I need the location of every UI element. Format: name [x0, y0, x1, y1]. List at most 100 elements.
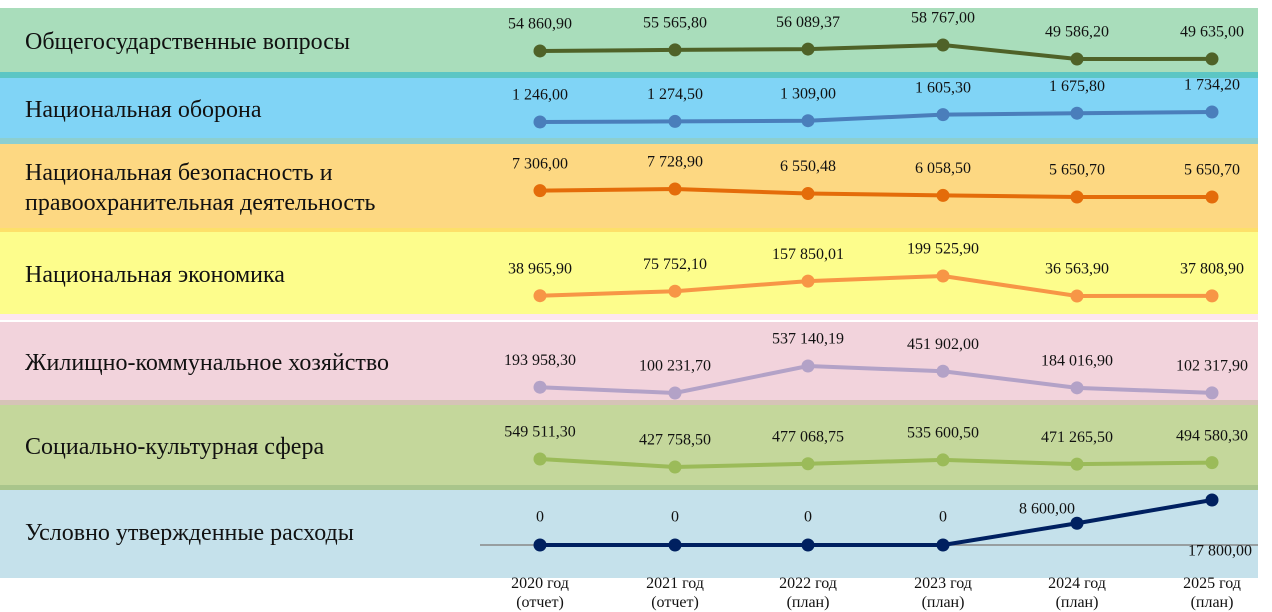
- point: [533, 538, 547, 552]
- row-band: Национальная безопасность и правоохранит…: [0, 144, 1258, 234]
- x-tick-label-line: (план): [1190, 594, 1234, 611]
- value-label: 7 728,90: [647, 154, 703, 171]
- point: [1070, 457, 1084, 471]
- row-label: Условно утвержденные расходы: [25, 520, 354, 546]
- value-label: 58 767,00: [911, 10, 975, 27]
- value-label: 17 800,00: [1188, 543, 1252, 560]
- point: [801, 274, 815, 288]
- value-label: 0: [671, 509, 679, 526]
- value-label: 427 758,50: [639, 432, 711, 449]
- point: [936, 188, 950, 202]
- x-tick-label-line: 2022 год: [779, 575, 837, 592]
- value-label: 49 586,20: [1045, 24, 1109, 41]
- point: [668, 114, 682, 128]
- value-label: 102 317,90: [1176, 358, 1248, 375]
- x-tick-label: 2023 год (план): [893, 574, 993, 612]
- value-label: 6 058,50: [915, 160, 971, 177]
- x-tick-label-line: 2020 год: [511, 575, 569, 592]
- x-tick-label-line: 2025 год: [1183, 575, 1241, 592]
- point: [668, 182, 682, 196]
- value-label: 5 650,70: [1049, 162, 1105, 179]
- value-label: 1 246,00: [512, 87, 568, 104]
- point: [668, 460, 682, 474]
- value-label: 184 016,90: [1041, 352, 1113, 369]
- x-tick-label: 2024 год (план): [1027, 574, 1127, 612]
- point: [533, 380, 547, 394]
- value-label: 494 580,30: [1176, 427, 1248, 444]
- point: [1205, 386, 1219, 400]
- x-tick-label: 2025 год (план): [1162, 574, 1262, 612]
- row-band: Условно утвержденные расходы: [0, 490, 1258, 578]
- value-label: 199 525,90: [907, 241, 979, 258]
- point: [936, 538, 950, 552]
- x-tick-label-line: 2023 год: [914, 575, 972, 592]
- x-tick-label: 2022 год (план): [758, 574, 858, 612]
- value-label: 535 600,50: [907, 425, 979, 442]
- x-tick-label: 2021 год (отчет): [625, 574, 725, 612]
- value-label: 0: [939, 509, 947, 526]
- point: [1205, 456, 1219, 470]
- point: [668, 386, 682, 400]
- value-label: 36 563,90: [1045, 261, 1109, 278]
- point: [668, 284, 682, 298]
- value-label: 0: [804, 509, 812, 526]
- point: [936, 269, 950, 283]
- row-label: Жилищно-коммунальное хозяйство: [25, 350, 390, 376]
- series-line: [539, 363, 1213, 396]
- row-label: Национальная оборона: [25, 97, 262, 123]
- value-label: 7 306,00: [512, 155, 568, 172]
- row-label: Общегосударственные вопросы: [25, 29, 351, 55]
- row-label: Национальная экономика: [25, 262, 285, 288]
- value-label: 1 605,30: [915, 79, 971, 96]
- value-label: 549 511,30: [504, 424, 575, 441]
- value-label: 5 650,70: [1184, 162, 1240, 179]
- point: [1205, 190, 1219, 204]
- point: [801, 114, 815, 128]
- value-label: 75 752,10: [643, 256, 707, 273]
- value-label: 1 734,20: [1184, 77, 1240, 94]
- series-line: [539, 273, 1213, 299]
- row-band: Национальная оборона: [0, 78, 1258, 144]
- point: [1070, 516, 1084, 530]
- value-label: 100 231,70: [639, 358, 711, 375]
- point: [936, 453, 950, 467]
- value-label: 471 265,50: [1041, 429, 1113, 446]
- point: [1205, 105, 1219, 119]
- point: [1205, 493, 1219, 507]
- point: [533, 452, 547, 466]
- series-line: [539, 186, 1212, 199]
- value-label: 193 958,30: [504, 352, 576, 369]
- point: [801, 538, 815, 552]
- series-line: [539, 42, 1213, 62]
- point: [1070, 52, 1084, 66]
- value-label: 38 965,90: [508, 260, 572, 277]
- value-label: 49 635,00: [1180, 24, 1244, 41]
- value-label: 56 089,37: [776, 14, 840, 31]
- value-label: 8 600,00: [1019, 501, 1075, 518]
- x-tick-label-line: (план): [786, 594, 830, 611]
- point: [936, 364, 950, 378]
- point: [533, 289, 547, 303]
- value-label: 0: [536, 509, 544, 526]
- row-band: Социально-культурная сфера: [0, 405, 1258, 491]
- value-label: 1 274,50: [647, 86, 703, 103]
- x-tick-label-line: (план): [921, 594, 965, 611]
- x-tick-label-line: (отчет): [651, 594, 699, 611]
- point: [1070, 106, 1084, 120]
- series-line: [540, 498, 1213, 547]
- series-line: [539, 457, 1213, 470]
- point: [801, 42, 815, 56]
- row-band: Национальная экономика: [0, 232, 1258, 320]
- x-tick-label: 2020 год (отчет): [490, 574, 590, 612]
- row-band: Общегосударственные вопросы: [0, 8, 1258, 78]
- value-label: 1 309,00: [780, 85, 836, 102]
- point: [533, 184, 547, 198]
- point: [668, 538, 682, 552]
- point: [1070, 289, 1084, 303]
- value-label: 1 675,80: [1049, 78, 1105, 95]
- series-line: [539, 110, 1213, 124]
- point: [1205, 52, 1219, 66]
- point: [1205, 289, 1219, 303]
- value-label: 477 068,75: [772, 428, 844, 445]
